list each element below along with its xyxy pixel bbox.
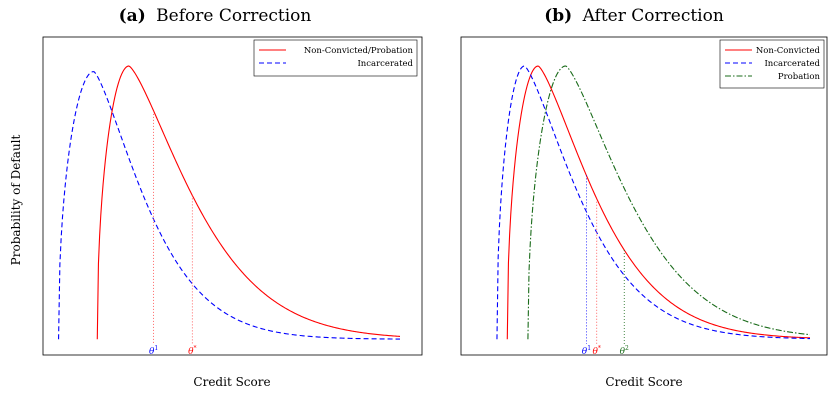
panel-b-tag: (b) bbox=[544, 6, 572, 26]
panel-a-legend: Non-Convicted/Probation Incarcerated bbox=[253, 39, 418, 77]
series-line-incarcerated bbox=[58, 71, 400, 340]
legend-entry: Incarcerated bbox=[357, 59, 413, 69]
panel-a-title-text: Before Correction bbox=[156, 6, 311, 26]
legend-entry: Incarcerated bbox=[764, 59, 820, 69]
threshold-label-1: θ1 bbox=[582, 345, 591, 357]
panel-a: (a) Before Correction θ1 θ* Non-Convicted… bbox=[42, 6, 423, 389]
panel-b-title: (b) After Correction bbox=[544, 6, 724, 26]
panel-b-legend: Non-Convicted Incarcerated Probation bbox=[719, 39, 825, 89]
threshold-label-2: θ* bbox=[593, 345, 601, 357]
panel-a-title: (a) Before Correction bbox=[119, 6, 312, 26]
series-line-incarcerated bbox=[496, 65, 811, 340]
series-line-non-convicted-probation bbox=[96, 65, 401, 340]
panel-b-x-axis-label: Credit Score bbox=[605, 375, 682, 389]
legend-entry: Non-Convicted bbox=[756, 46, 821, 56]
y-axis-label: Probability of Default bbox=[9, 134, 23, 265]
panel-b-frame bbox=[460, 36, 828, 356]
threshold-label-1: θ1 bbox=[149, 345, 158, 357]
legend-entry: Non-Convicted/Probation bbox=[304, 46, 414, 56]
panel-a-x-axis-label: Credit Score bbox=[193, 375, 270, 389]
panel-a-plot: θ1 θ* bbox=[58, 65, 401, 357]
panel-b-title-text: After Correction bbox=[582, 6, 724, 26]
panel-b-plot: θ1 θ* θ2 bbox=[496, 65, 811, 357]
legend-entry: Probation bbox=[778, 72, 821, 82]
panel-a-tag: (a) bbox=[119, 6, 146, 26]
series-line-probation bbox=[527, 65, 811, 340]
threshold-label-2: θ* bbox=[188, 345, 196, 357]
legend-box bbox=[719, 39, 825, 89]
series-line-non-convicted bbox=[506, 65, 811, 340]
panel-a-frame bbox=[42, 36, 423, 356]
threshold-label-3: θ2 bbox=[620, 345, 629, 357]
legend-box bbox=[253, 39, 418, 77]
panel-b: (b) After Correction θ1 θ* θ2 Non-Convicte… bbox=[460, 6, 828, 389]
